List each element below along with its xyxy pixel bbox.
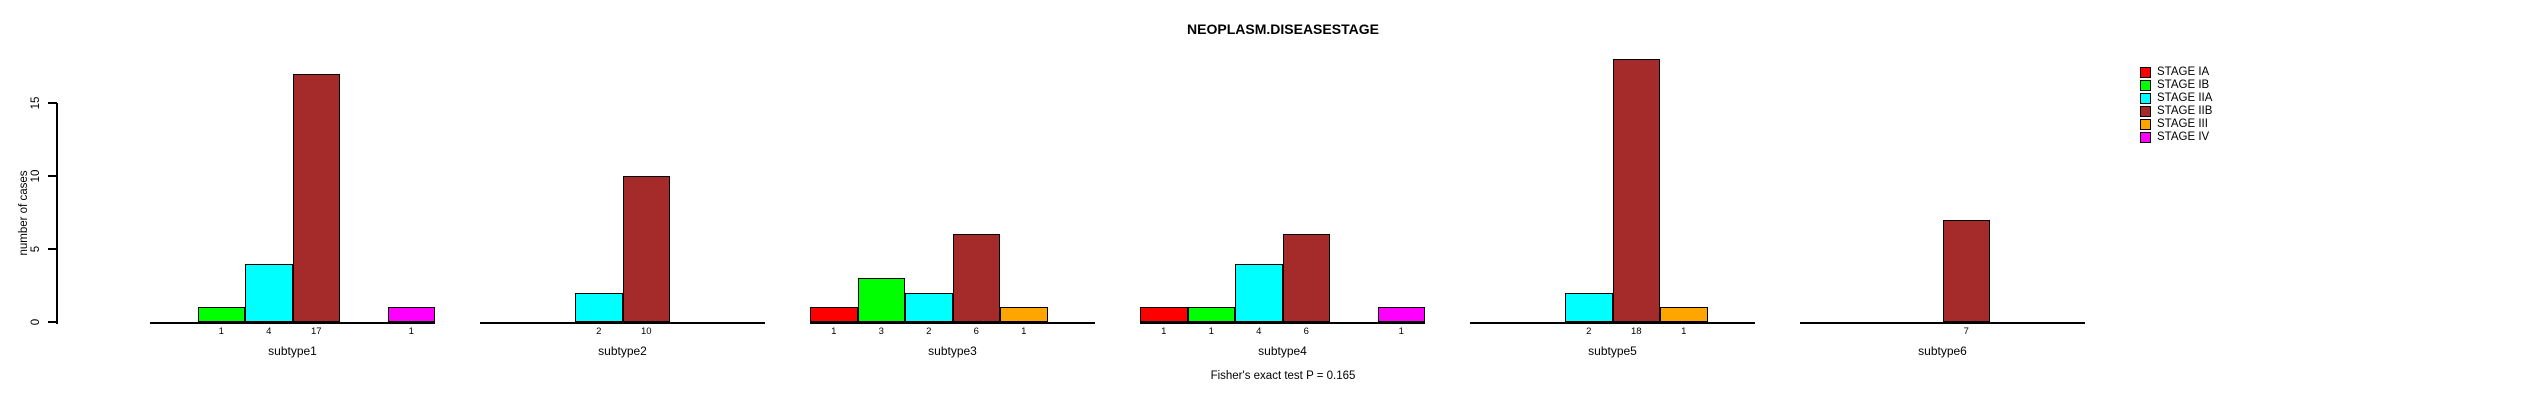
bar	[197, 307, 245, 322]
legend-item: STAGE IB	[2140, 79, 2340, 92]
legend-item: STAGE III	[2140, 118, 2340, 131]
legend-label: STAGE IA	[2157, 66, 2210, 78]
legend-item: STAGE IV	[2140, 131, 2340, 144]
bar-value-label: 6	[973, 326, 979, 337]
bar-value-label: 2	[596, 326, 602, 337]
bar-value-label: 1	[831, 326, 837, 337]
bar	[952, 234, 1000, 322]
y-tick-mark	[48, 175, 57, 177]
bar	[1187, 307, 1235, 322]
bar	[292, 73, 340, 322]
group-label: subtype1	[268, 344, 317, 358]
bar	[1565, 292, 1613, 322]
bar	[1942, 219, 1990, 322]
bar	[1660, 307, 1708, 322]
bar	[1000, 307, 1048, 322]
bar-value-label: 18	[1630, 326, 1642, 337]
bar-value-label: 6	[1303, 326, 1309, 337]
bar	[1377, 307, 1425, 322]
bar	[622, 176, 670, 322]
y-tick-label-text: 15	[30, 96, 42, 110]
legend-item: STAGE IIB	[2140, 105, 2340, 118]
group-label: subtype5	[1588, 344, 1637, 358]
y-tick-label-text: 5	[30, 245, 42, 253]
y-tick-label-text: 10	[30, 169, 42, 183]
caption: Fisher's exact test P = 0.165	[1210, 370, 1356, 382]
bar-value-label: 1	[1161, 326, 1167, 337]
y-axis-line	[56, 103, 58, 324]
bar	[1140, 307, 1188, 322]
legend-label: STAGE IIB	[2157, 105, 2213, 117]
legend-swatch	[2140, 93, 2151, 104]
y-axis-title-text: number of cases	[18, 170, 30, 256]
chart-title: NEOPLASM.DISEASESTAGE	[1187, 21, 1379, 37]
x-axis-line	[480, 322, 765, 324]
y-tick-mark	[48, 248, 57, 250]
bar	[245, 263, 293, 322]
group-label: subtype6	[1918, 344, 1967, 358]
x-axis-line	[1470, 322, 1755, 324]
x-axis-line	[810, 322, 1095, 324]
bar-value-label: 4	[266, 326, 272, 337]
bar-value-label: 7	[1963, 326, 1969, 337]
bar-value-label: 2	[1586, 326, 1592, 337]
bar	[1612, 59, 1660, 322]
y-tick-mark	[48, 102, 57, 104]
bar	[1235, 263, 1283, 322]
y-tick-label-text: 0	[30, 318, 42, 326]
group-label: subtype4	[1258, 344, 1307, 358]
bar	[857, 278, 905, 322]
bar	[905, 292, 953, 322]
legend-item: STAGE IIA	[2140, 92, 2340, 105]
x-axis-line	[1140, 322, 1425, 324]
legend-swatch	[2140, 132, 2151, 143]
bar-value-label: 1	[1021, 326, 1027, 337]
bar	[387, 307, 435, 322]
bar-value-label: 17	[310, 326, 322, 337]
bar-value-label: 1	[218, 326, 224, 337]
legend-label: STAGE IB	[2157, 79, 2210, 91]
bar-value-label: 2	[926, 326, 932, 337]
bar-value-label: 10	[640, 326, 652, 337]
bar-value-label: 1	[1398, 326, 1404, 337]
legend-swatch	[2140, 119, 2151, 130]
legend-swatch	[2140, 80, 2151, 91]
bar-value-label: 3	[878, 326, 884, 337]
legend-swatch	[2140, 67, 2151, 78]
group-label: subtype2	[598, 344, 647, 358]
bar-value-label: 1	[408, 326, 414, 337]
bar	[810, 307, 858, 322]
group-label: subtype3	[928, 344, 977, 358]
legend-item: STAGE IA	[2140, 66, 2340, 79]
x-axis-line	[150, 322, 435, 324]
bar-value-label: 1	[1208, 326, 1214, 337]
bar	[575, 292, 623, 322]
bar-value-label: 1	[1681, 326, 1687, 337]
y-tick-mark	[48, 321, 57, 323]
legend-swatch	[2140, 106, 2151, 117]
bar-value-label: 4	[1256, 326, 1262, 337]
legend-label: STAGE III	[2157, 118, 2208, 130]
x-axis-line	[1800, 322, 2085, 324]
bar	[1282, 234, 1330, 322]
legend-label: STAGE IV	[2157, 131, 2210, 143]
legend-label: STAGE IIA	[2157, 92, 2213, 104]
